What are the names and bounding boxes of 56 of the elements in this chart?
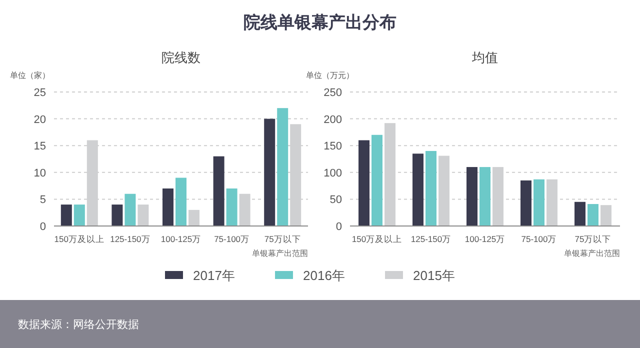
x-tick-label: 75万以下 xyxy=(264,234,301,244)
chart-title: 院线数 xyxy=(162,50,200,65)
x-tick-label: 150万及以上 xyxy=(54,234,104,244)
y-tick-label: 250 xyxy=(324,87,342,99)
y-tick-label: 0 xyxy=(336,221,342,233)
bar xyxy=(162,188,174,226)
bar xyxy=(124,194,136,226)
bar xyxy=(520,180,532,226)
bar xyxy=(412,154,424,226)
bar xyxy=(372,134,382,226)
bar xyxy=(358,140,370,226)
x-tick-label: 150万及以上 xyxy=(352,234,402,244)
bar xyxy=(226,188,238,226)
x-tick-label: 100-125万 xyxy=(160,234,202,244)
bar xyxy=(176,178,186,226)
bar xyxy=(277,108,288,226)
y-axis-title: 单位（万元） xyxy=(306,71,354,80)
bar xyxy=(466,167,478,226)
text: 院线单银幕产出分布 xyxy=(244,13,396,32)
x-axis-title: 单银幕产出范围 xyxy=(252,249,308,258)
x-tick-label: 125-150万 xyxy=(110,234,150,244)
bar xyxy=(264,118,276,226)
bar xyxy=(600,205,612,226)
bar xyxy=(213,156,224,226)
y-tick-label: 200 xyxy=(324,114,342,126)
legend-label: 2017年 xyxy=(193,268,235,283)
bar xyxy=(588,204,598,226)
source-note: 数据来源：网络公开数据 xyxy=(18,318,139,331)
x-tick-label: 100-125万 xyxy=(464,234,506,244)
y-axis-title: 单位（家） xyxy=(10,71,50,80)
y-tick-label: 5 xyxy=(40,194,46,206)
bar xyxy=(112,204,123,226)
bar xyxy=(574,202,586,226)
x-tick-label: 75-100万 xyxy=(521,234,557,244)
bar xyxy=(188,210,200,226)
bar xyxy=(138,204,149,226)
y-tick-label: 15 xyxy=(34,140,46,153)
bar xyxy=(60,204,72,226)
legend-label: 2015年 xyxy=(413,268,455,283)
bar xyxy=(480,167,490,226)
x-tick-label: 75万以下 xyxy=(574,234,612,244)
x-axis-title: 单银幕产出范围 xyxy=(564,249,620,258)
legend-label: 2016年 xyxy=(303,268,345,283)
y-tick-label: 10 xyxy=(34,167,46,180)
y-tick-label: 50 xyxy=(330,194,342,206)
x-tick-label: 125-150万 xyxy=(410,234,452,244)
y-tick-label: 150 xyxy=(324,140,342,153)
y-tick-label: 100 xyxy=(324,167,342,180)
bar xyxy=(74,204,85,226)
x-tick-label: 75-100万 xyxy=(214,234,250,244)
y-tick-label: 25 xyxy=(34,87,46,99)
y-tick-label: 0 xyxy=(40,221,46,233)
y-tick-label: 20 xyxy=(34,114,46,126)
bar xyxy=(426,150,436,226)
chart-title: 均值 xyxy=(471,50,498,65)
bar xyxy=(534,179,544,226)
